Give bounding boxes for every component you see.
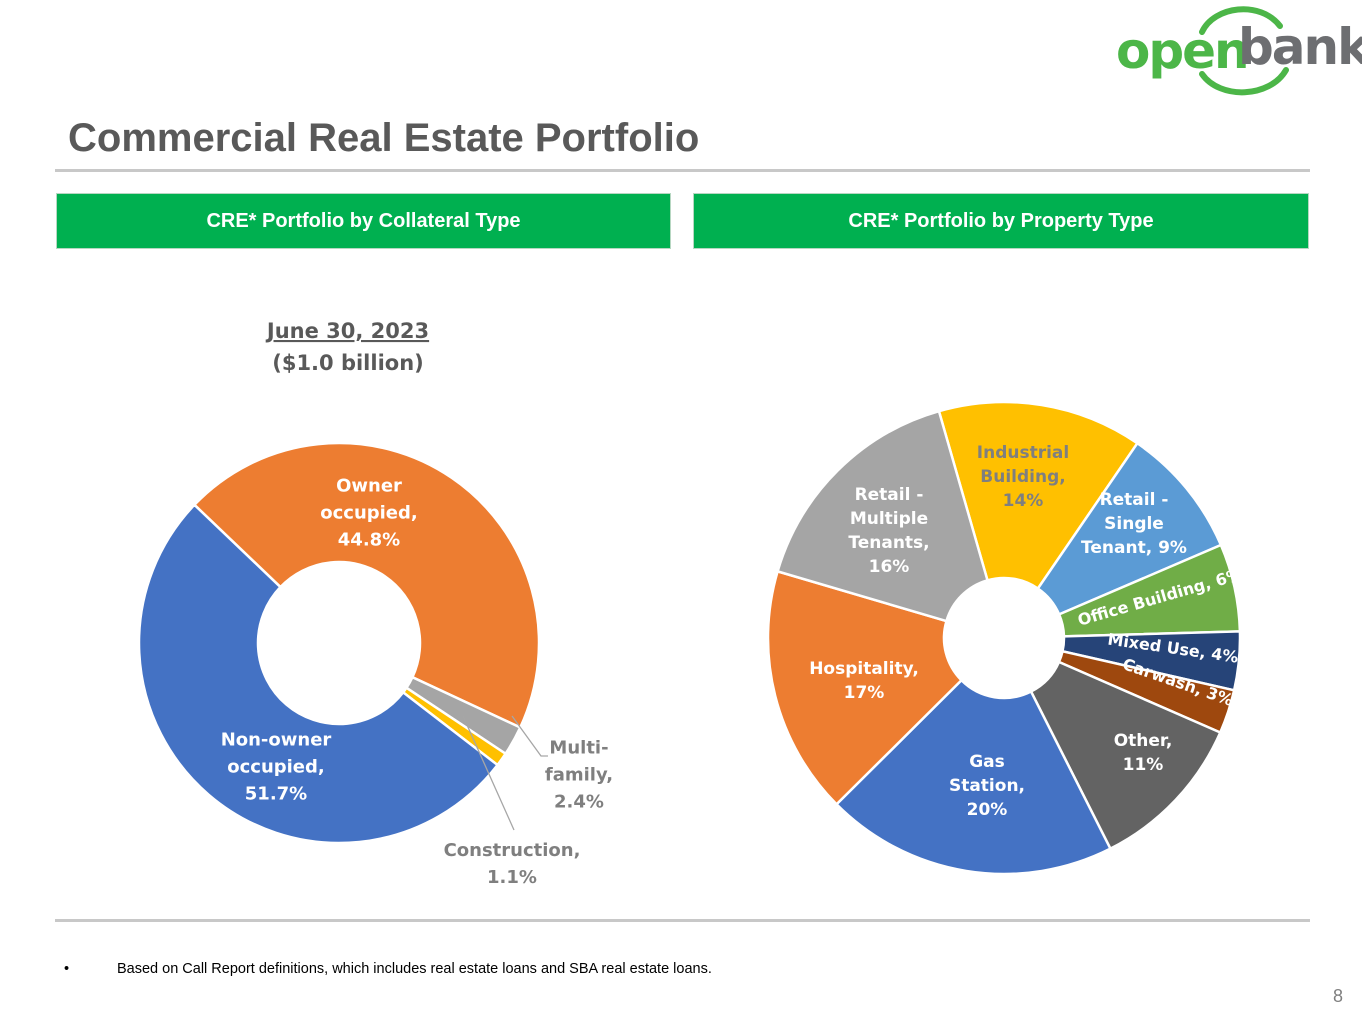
data-label-owner: Owner occupied, 44.8% bbox=[320, 475, 418, 550]
property-type-donut: Industrial Building, 14% Retail -Single Tena… bbox=[766, 400, 1245, 876]
donut-title: June 30, 2023 bbox=[265, 319, 429, 343]
slice-other bbox=[1029, 660, 1222, 851]
data-label-other: Other, 11% bbox=[1114, 731, 1173, 775]
data-label-construction: Construction, 1.1% bbox=[444, 840, 581, 888]
slice-non-owner bbox=[137, 503, 500, 845]
slice-owner bbox=[192, 441, 541, 730]
data-label-gas: Gas Station, 20% bbox=[949, 752, 1025, 820]
leader-line-multi-family bbox=[511, 715, 548, 757]
data-label-multi: Multi-family, 2.4% bbox=[545, 737, 613, 812]
slice-gas bbox=[834, 678, 1113, 876]
leader-line-construction bbox=[462, 715, 515, 831]
slice-retail bbox=[776, 409, 990, 623]
donut-subtitle: ($1.0 billion) bbox=[272, 351, 424, 375]
page-title: Commercial Real Estate Portfolio bbox=[68, 116, 700, 160]
logo-word-bank: bank bbox=[1238, 18, 1362, 76]
footer-divider bbox=[55, 919, 1310, 922]
data-label-hospitality: Hospitality, 17% bbox=[809, 659, 919, 703]
data-label-non-owner: Non-owner occupied, 51.7% bbox=[221, 729, 332, 804]
data-label-retail: Retail -Multiple Tenants, 16% bbox=[848, 485, 929, 577]
data-label-industrial: Industrial Building, 14% bbox=[977, 443, 1069, 511]
slice-hospitality bbox=[766, 569, 964, 807]
footnote: • Based on Call Report definitions, which… bbox=[64, 961, 712, 977]
page-number: 8 bbox=[1332, 986, 1343, 1006]
footnote-bullet: • bbox=[64, 961, 70, 977]
footnote-text: Based on Call Report definitions, which … bbox=[117, 961, 712, 977]
collateral-panel-header: CRE* Portfolio by Collateral Type bbox=[56, 193, 671, 249]
logo-arc-bottom bbox=[1199, 67, 1289, 96]
logo-arc-top bbox=[1199, 6, 1283, 35]
property-panel-header: CRE* Portfolio by Property Type bbox=[693, 193, 1309, 249]
title-divider bbox=[55, 169, 1310, 172]
collateral-type-donut: June 30, 2023 ($1.0 billion) Owner occupied… bbox=[137, 319, 613, 888]
logo-word-open: open bbox=[1116, 22, 1248, 80]
openbank-logo: open bank bbox=[1116, 6, 1362, 96]
data-label-retail: Retail -Single Tenant, 9% bbox=[1081, 490, 1187, 558]
slice-industrial bbox=[937, 400, 1140, 591]
slice-retail bbox=[1036, 441, 1223, 617]
